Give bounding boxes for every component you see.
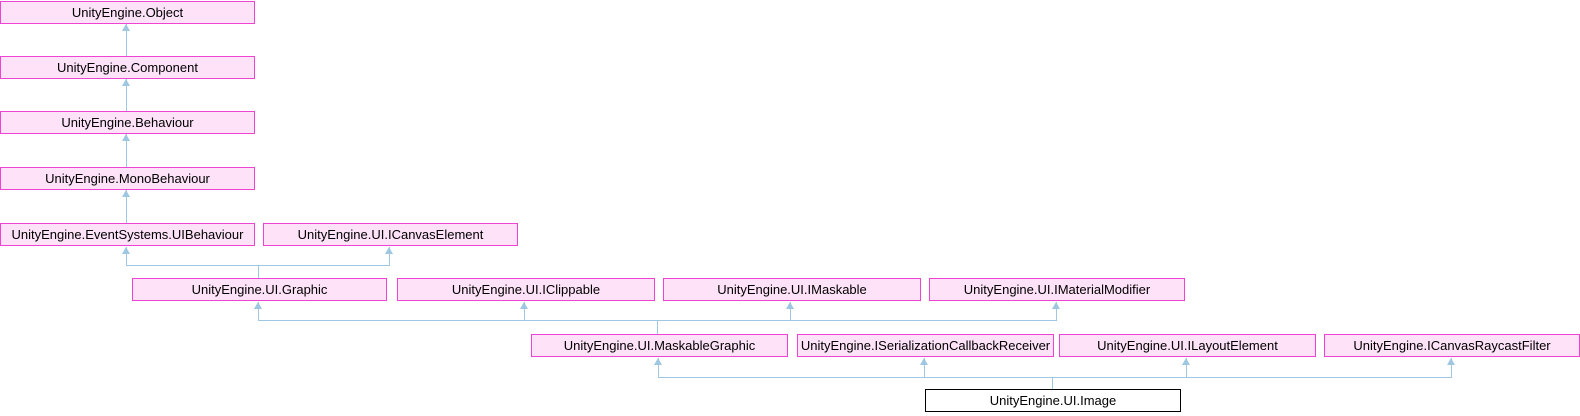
- inheritance-arrow-icon: [122, 134, 130, 141]
- edge-line: [1186, 358, 1187, 377]
- inheritance-arrow-icon: [254, 302, 262, 309]
- node-unityengine-ui-imaskable[interactable]: UnityEngine.UI.IMaskable: [663, 278, 921, 301]
- inheritance-arrow-icon: [1182, 358, 1190, 365]
- node-unityengine-ui-ilayoutelement[interactable]: UnityEngine.UI.ILayoutElement: [1059, 334, 1316, 357]
- node-unityengine-ui-graphic[interactable]: UnityEngine.UI.Graphic: [132, 278, 387, 301]
- edge-line: [1451, 358, 1452, 377]
- node-unityengine-eventsystems-uibehaviour[interactable]: UnityEngine.EventSystems.UIBehaviour: [0, 223, 255, 246]
- inheritance-arrow-icon: [122, 79, 130, 86]
- edge-line: [126, 79, 127, 111]
- node-unityengine-ui-imaterialmodifier[interactable]: UnityEngine.UI.IMaterialModifier: [929, 278, 1185, 301]
- node-unityengine-ui-maskablegraphic[interactable]: UnityEngine.UI.MaskableGraphic: [531, 334, 788, 357]
- edge-line: [658, 377, 1452, 378]
- node-unityengine-ui-image: UnityEngine.UI.Image: [925, 389, 1181, 412]
- edge-line: [126, 134, 127, 167]
- node-unityengine-iserializationcallbackreceiver[interactable]: UnityEngine.ISerializationCallbackReceiv…: [797, 334, 1054, 357]
- edge-line: [657, 320, 658, 334]
- inheritance-arrow-icon: [1447, 358, 1455, 365]
- edge-line: [524, 302, 525, 320]
- edge-line: [1052, 377, 1053, 389]
- inheritance-arrow-icon: [122, 24, 130, 31]
- edge-line: [126, 24, 127, 56]
- inheritance-arrow-icon: [122, 247, 130, 254]
- edge-line: [1056, 302, 1057, 320]
- inheritance-arrow-icon: [1052, 302, 1060, 309]
- inheritance-arrow-icon: [385, 247, 393, 254]
- edge-line: [126, 190, 127, 223]
- inheritance-arrow-icon: [920, 358, 928, 365]
- edge-line: [924, 358, 925, 377]
- edge-line: [126, 247, 127, 265]
- node-unityengine-behaviour[interactable]: UnityEngine.Behaviour: [0, 111, 255, 134]
- node-unityengine-ui-icanvaselement[interactable]: UnityEngine.UI.ICanvasElement: [263, 223, 518, 246]
- node-unityengine-monobehaviour[interactable]: UnityEngine.MonoBehaviour: [0, 167, 255, 190]
- edge-line: [790, 302, 791, 320]
- inheritance-arrow-icon: [520, 302, 528, 309]
- node-unityengine-icanvasraycastfilter[interactable]: UnityEngine.ICanvasRaycastFilter: [1324, 334, 1580, 357]
- edge-line: [258, 265, 259, 278]
- node-unityengine-component[interactable]: UnityEngine.Component: [0, 56, 255, 79]
- edge-line: [658, 358, 659, 377]
- edge-line: [258, 302, 259, 320]
- inheritance-arrow-icon: [654, 358, 662, 365]
- inheritance-arrow-icon: [786, 302, 794, 309]
- node-unityengine-ui-iclippable[interactable]: UnityEngine.UI.IClippable: [397, 278, 655, 301]
- inheritance-arrow-icon: [122, 190, 130, 197]
- node-unityengine-object[interactable]: UnityEngine.Object: [0, 1, 255, 24]
- edge-line: [389, 247, 390, 265]
